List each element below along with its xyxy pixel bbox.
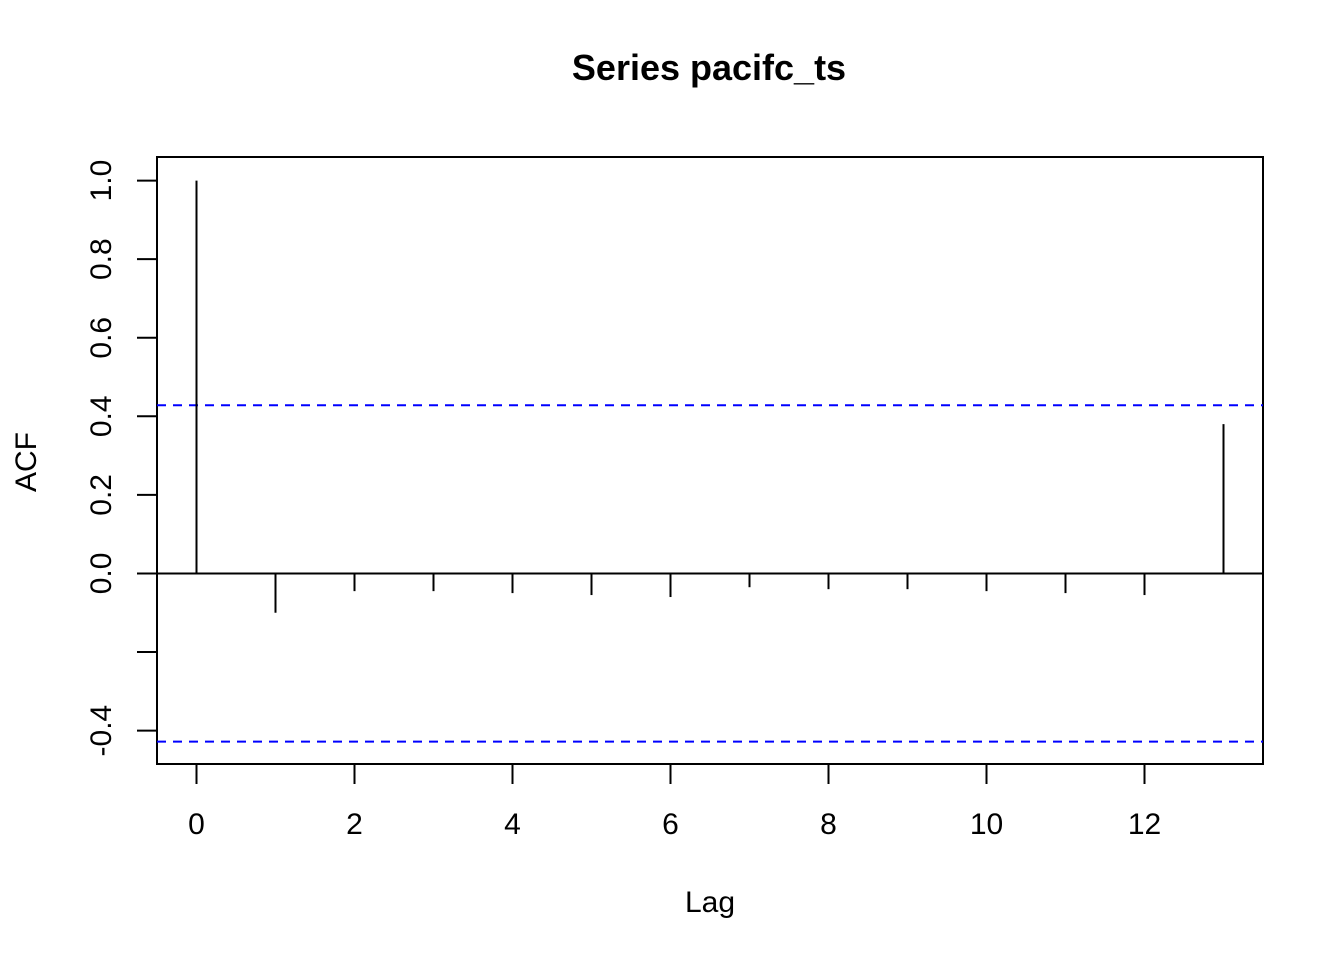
y-tick-label-3: 0.2: [85, 474, 118, 516]
x-tick-label-8: 8: [820, 808, 837, 841]
y-tick-label-0: -0.4: [85, 705, 118, 757]
chart-marks: 0 2 4 6 8 10 12 -0.4 0.0 0.2 0.4 0.6 0.8 1.0: [85, 160, 1263, 841]
plot-frame: [156, 156, 1264, 765]
x-tick-label-12: 12: [1128, 808, 1161, 841]
y-axis-label: ACF: [10, 432, 43, 492]
chart-title: Series pacifc_ts: [572, 47, 846, 88]
x-tick-label-4: 4: [504, 808, 521, 841]
x-axis-label: Lag: [685, 886, 735, 919]
x-tick-label-2: 2: [346, 808, 363, 841]
x-tick-label-10: 10: [970, 808, 1003, 841]
x-tick-label-0: 0: [188, 808, 205, 841]
x-tick-label-6: 6: [662, 808, 679, 841]
y-tick-label-4: 0.4: [85, 395, 118, 437]
y-tick-label-5: 0.6: [85, 317, 118, 359]
y-tick-label-2: 0.0: [85, 553, 118, 595]
y-tick-label-6: 0.8: [85, 238, 118, 280]
y-tick-label-7: 1.0: [85, 160, 118, 202]
